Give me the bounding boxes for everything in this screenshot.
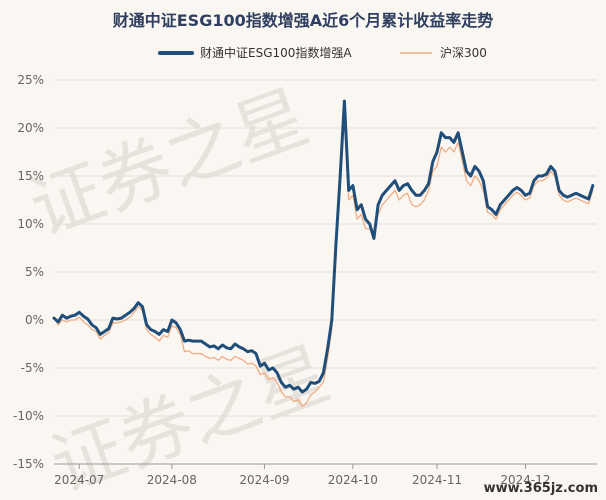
y-axis-ticks: -15% -10% -5% 0% 5% 10% 15% 20% 25% bbox=[13, 73, 44, 471]
y-tick-label: 5% bbox=[25, 265, 44, 279]
x-tick-label: 2024-08 bbox=[147, 473, 197, 487]
y-tick-label: -15% bbox=[13, 457, 44, 471]
legend-label-hs300: 沪深300 bbox=[440, 46, 487, 60]
x-tick-label: 2024-11 bbox=[412, 473, 462, 487]
x-axis-ticks: 2024-07 2024-08 2024-09 2024-10 2024-11 2024-… bbox=[54, 464, 551, 487]
x-tick-label: 2024-09 bbox=[239, 473, 289, 487]
x-tick-label: 2024-12 bbox=[500, 473, 550, 487]
y-tick-label: 0% bbox=[25, 313, 44, 327]
y-tick-label: 20% bbox=[17, 121, 44, 135]
y-tick-label: 10% bbox=[17, 217, 44, 231]
y-tick-label: 15% bbox=[17, 169, 44, 183]
watermark: 证券之星 证券之星 bbox=[19, 74, 340, 500]
legend: 财通中证ESG100指数增强A 沪深300 bbox=[158, 45, 487, 60]
x-tick-label: 2024-10 bbox=[328, 473, 378, 487]
watermark-text-1: 证券之星 bbox=[19, 74, 318, 251]
gridlines bbox=[54, 79, 597, 417]
watermark-domain-text: www.365jz.com bbox=[484, 481, 598, 496]
chart-title: 财通中证ESG100指数增强A近6个月累计收益率走势 bbox=[112, 11, 494, 30]
legend-label-fund: 财通中证ESG100指数增强A bbox=[200, 45, 352, 60]
y-tick-label: -5% bbox=[21, 361, 44, 375]
y-tick-label: 25% bbox=[17, 73, 44, 87]
x-tick-label: 2024-07 bbox=[54, 473, 104, 487]
series-line-fund bbox=[52, 99, 595, 394]
y-tick-label: -10% bbox=[13, 409, 44, 423]
